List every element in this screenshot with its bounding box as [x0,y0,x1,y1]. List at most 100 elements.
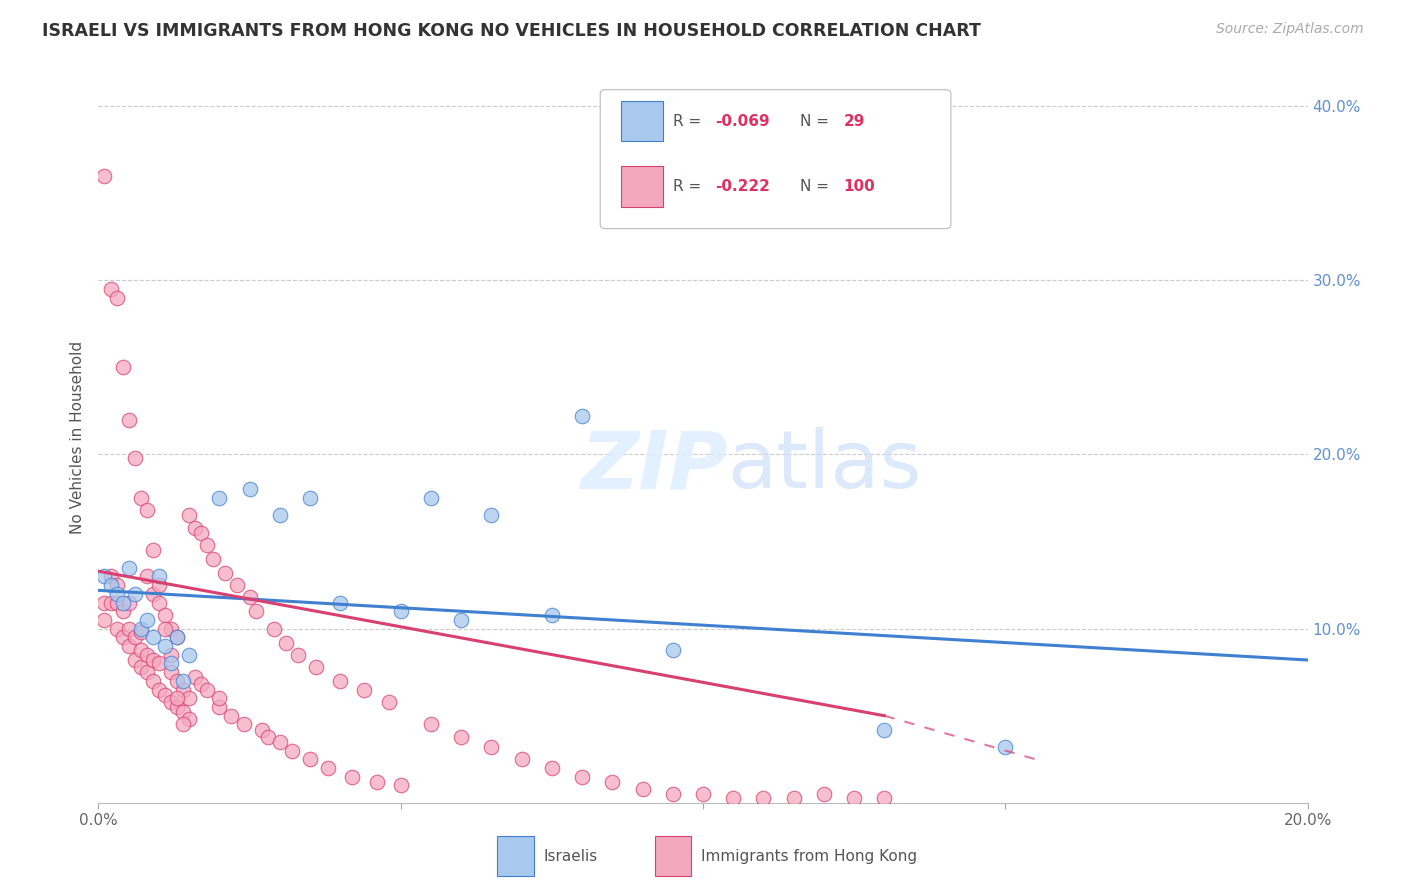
Point [481,740,503,755]
Text: ZIP: ZIP [579,427,727,506]
Point [994,740,1017,755]
Point [208,691,231,706]
Point [281,743,304,757]
Point [142,653,165,667]
Point [239,591,262,605]
Point [129,625,152,640]
Point [118,639,141,653]
Point [692,787,714,801]
Point [160,665,183,680]
Point [190,677,212,691]
Point [353,682,375,697]
Point [129,660,152,674]
Point [420,717,443,731]
Point [118,595,141,609]
Point [172,705,194,719]
Y-axis label: No Vehicles in Household: No Vehicles in Household [69,341,84,533]
Point [105,587,128,601]
Bar [621,101,664,141]
Point [179,508,201,523]
Point [179,712,201,726]
Point [661,787,683,801]
Point [752,790,775,805]
Point [172,673,194,688]
Point [602,775,624,789]
Text: N =: N = [800,179,834,194]
Point [571,409,593,424]
Point [124,450,146,465]
Text: atlas: atlas [727,427,921,506]
Bar [655,836,690,876]
Point [118,560,141,574]
Point [342,770,364,784]
Point [239,483,262,497]
Point [172,682,194,697]
Point [100,282,122,296]
Point [100,578,122,592]
Point [844,790,866,805]
Text: 100: 100 [844,179,875,194]
Point [510,752,533,766]
Point [105,578,128,592]
Point [153,607,176,622]
Point [389,604,412,618]
FancyBboxPatch shape [600,89,950,228]
Point [329,595,352,609]
Point [135,503,157,517]
Point [783,790,806,805]
Text: Immigrants from Hong Kong: Immigrants from Hong Kong [700,848,917,863]
Point [135,569,157,583]
Point [93,595,115,609]
Point [179,691,201,706]
Point [160,695,183,709]
Bar [498,836,534,876]
Point [142,587,165,601]
Point [269,735,291,749]
Point [366,775,388,789]
Point [100,569,122,583]
Point [450,730,472,744]
Point [166,631,188,645]
Point [631,781,654,796]
Text: R =: R = [672,179,706,194]
Point [316,761,339,775]
Point [105,595,128,609]
Text: -0.069: -0.069 [716,113,769,128]
Point [118,412,141,426]
Point [160,657,183,671]
Point [166,700,188,714]
Point [160,622,183,636]
Point [540,607,562,622]
Text: Source: ZipAtlas.com: Source: ZipAtlas.com [1216,22,1364,37]
Point [299,491,322,505]
Point [166,673,188,688]
Point [105,291,128,305]
Point [105,622,128,636]
Point [287,648,309,662]
Point [195,538,218,552]
Point [723,790,745,805]
Point [571,770,593,784]
Point [135,665,157,680]
Point [111,604,134,618]
Point [135,613,157,627]
Point [100,595,122,609]
Text: R =: R = [672,113,706,128]
Point [195,682,218,697]
Point [190,525,212,540]
Point [377,695,399,709]
Point [208,700,231,714]
Point [111,595,134,609]
Text: -0.222: -0.222 [716,179,770,194]
Point [232,717,254,731]
Point [299,752,322,766]
Point [172,717,194,731]
Point [661,642,683,657]
Text: N =: N = [800,113,834,128]
Point [142,673,165,688]
Point [124,653,146,667]
Point [129,491,152,505]
Point [93,569,115,583]
Point [221,708,243,723]
Point [873,790,896,805]
